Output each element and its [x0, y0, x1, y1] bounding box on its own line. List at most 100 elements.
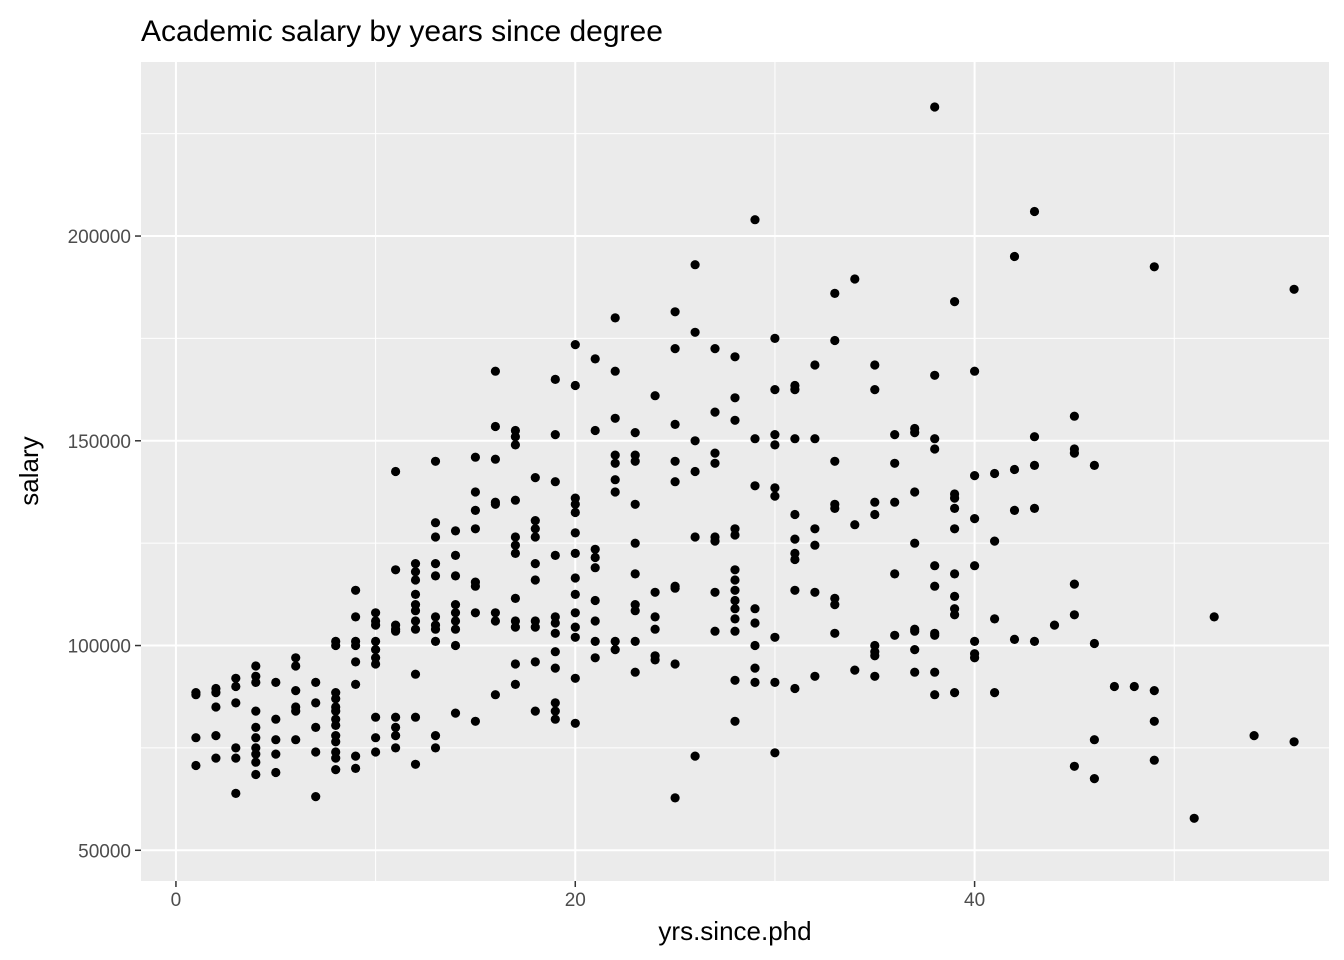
data-point	[870, 509, 880, 520]
data-point	[590, 653, 600, 663]
data-point	[490, 616, 500, 626]
data-point	[311, 792, 321, 802]
data-point	[251, 769, 261, 780]
data-point	[510, 495, 520, 505]
data-point	[1069, 411, 1079, 421]
data-point	[1029, 432, 1040, 442]
data-point	[331, 720, 341, 731]
data-point	[1149, 716, 1159, 726]
data-point	[570, 622, 580, 632]
data-point	[770, 677, 780, 688]
data-point	[1189, 813, 1199, 823]
y-axis: 50000 100000 150000 200000	[68, 227, 141, 862]
data-point	[351, 679, 361, 690]
y-tick-label: 200000	[68, 227, 131, 248]
data-point	[391, 743, 401, 753]
data-point	[291, 686, 301, 696]
data-point	[251, 757, 261, 767]
data-point	[970, 366, 980, 376]
data-point	[331, 640, 341, 651]
data-point	[450, 616, 461, 626]
x-tick-label: 20	[565, 890, 586, 911]
data-point	[970, 471, 980, 481]
data-point	[470, 716, 480, 726]
data-point	[430, 624, 441, 634]
data-point	[211, 688, 221, 698]
data-point	[550, 647, 560, 657]
data-point	[351, 585, 361, 595]
data-point	[570, 608, 580, 618]
data-point	[670, 307, 680, 317]
data-point	[430, 456, 441, 466]
data-point	[371, 636, 381, 647]
data-point	[790, 385, 800, 395]
data-point	[1069, 448, 1079, 458]
data-point	[251, 749, 261, 759]
data-point	[430, 612, 441, 622]
data-point	[271, 677, 281, 688]
data-point	[930, 630, 940, 640]
data-point	[251, 677, 261, 688]
data-point	[830, 600, 840, 610]
data-point	[710, 587, 720, 597]
data-point	[770, 440, 780, 450]
data-point	[630, 636, 640, 647]
data-point	[950, 688, 960, 698]
data-point	[890, 458, 900, 468]
data-point	[870, 497, 880, 507]
data-point	[550, 698, 560, 708]
data-point	[810, 671, 820, 681]
data-point	[231, 673, 241, 683]
data-point	[510, 440, 520, 450]
data-point	[690, 327, 700, 337]
data-point	[331, 737, 341, 747]
data-point	[650, 587, 660, 597]
data-point	[770, 748, 780, 758]
data-point	[1069, 610, 1079, 620]
data-point	[870, 385, 880, 395]
data-point	[710, 448, 720, 458]
data-point	[670, 583, 680, 593]
data-point	[191, 760, 201, 771]
data-point	[1009, 505, 1020, 515]
data-point	[650, 612, 660, 622]
data-point	[470, 608, 480, 618]
data-point	[750, 481, 760, 491]
data-point	[251, 733, 261, 743]
y-tick-label: 100000	[68, 637, 131, 658]
data-point	[730, 585, 740, 595]
data-point	[610, 458, 620, 468]
data-point	[950, 524, 960, 534]
data-point	[730, 614, 740, 624]
data-point	[930, 581, 940, 591]
data-point	[910, 487, 920, 497]
data-point	[910, 667, 920, 677]
data-point	[990, 688, 1000, 698]
data-point	[650, 655, 660, 665]
data-point	[231, 681, 241, 692]
data-point	[590, 595, 600, 606]
data-point	[550, 430, 560, 440]
data-point	[311, 677, 321, 688]
data-point	[670, 477, 680, 487]
data-point	[251, 706, 261, 716]
data-point	[371, 659, 381, 669]
data-point	[550, 714, 560, 724]
data-point	[890, 497, 900, 507]
data-point	[750, 640, 760, 651]
data-point	[710, 626, 720, 636]
data-point	[211, 731, 221, 741]
data-point	[510, 679, 520, 690]
data-point	[410, 759, 421, 769]
data-point	[570, 340, 580, 350]
data-point	[1089, 735, 1099, 745]
data-point	[1149, 262, 1159, 272]
data-point	[430, 532, 441, 542]
data-point	[351, 640, 361, 651]
data-point	[550, 663, 560, 673]
data-point	[450, 708, 461, 718]
data-point	[970, 636, 980, 647]
data-point	[630, 538, 640, 548]
data-point	[291, 706, 301, 716]
